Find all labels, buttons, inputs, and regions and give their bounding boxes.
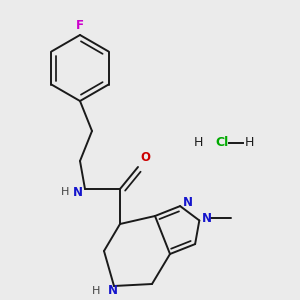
Text: H: H [92,286,100,296]
Text: F: F [76,19,84,32]
Text: H: H [61,187,69,197]
Text: N: N [108,284,118,298]
Text: N: N [73,185,83,199]
Text: H: H [245,136,254,149]
Text: N: N [202,212,212,225]
Text: O: O [140,151,150,164]
Text: H: H [194,136,203,149]
Text: Cl: Cl [215,136,228,149]
Text: N: N [183,196,193,208]
